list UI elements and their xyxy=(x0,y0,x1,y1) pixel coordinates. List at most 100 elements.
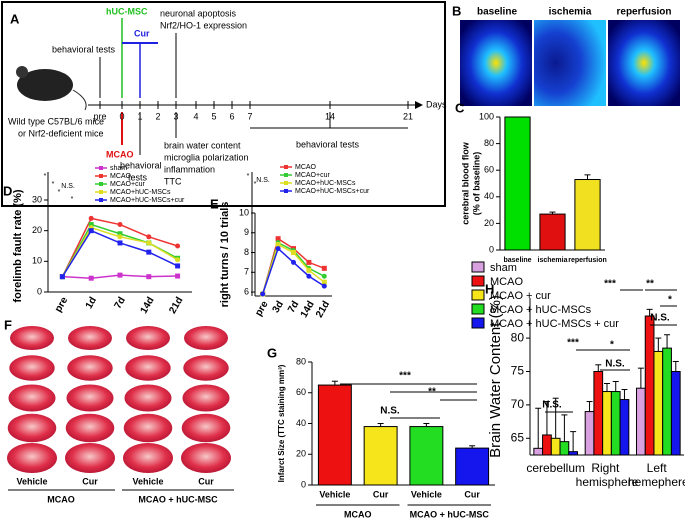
y-tick-label: 65 xyxy=(511,430,525,444)
bar xyxy=(504,116,531,251)
y-tick-label: 100 xyxy=(479,111,494,121)
bar xyxy=(636,387,646,456)
image-label: reperfusion xyxy=(616,7,671,18)
annotation: neuronal apoptosis xyxy=(160,8,237,18)
marker xyxy=(260,291,266,297)
legend-label: MCAO xyxy=(490,276,523,288)
bar xyxy=(653,350,664,456)
column-label: Cur xyxy=(82,476,98,486)
timeline-ticks: pre 0 1 2 3 4 5 6 7 14 21 xyxy=(93,101,413,121)
legend-label: MCAO+cur xyxy=(110,181,145,188)
annotation: hUC-MSC xyxy=(106,6,148,16)
group-label: MCAO + hUC-MSC xyxy=(410,509,490,519)
flow-image xyxy=(460,20,532,106)
bar xyxy=(542,434,552,456)
y-tick-label: 60 xyxy=(296,387,306,397)
marker xyxy=(306,273,312,279)
significance-label: * xyxy=(247,173,250,180)
legend-label: MCAO+cur xyxy=(295,172,330,179)
brain-slice xyxy=(65,413,115,443)
y-axis-label: cerebral blood flow xyxy=(460,141,470,225)
marker xyxy=(291,250,296,256)
legend-label: sham xyxy=(490,262,517,274)
annotation: Cur xyxy=(134,28,150,38)
marker xyxy=(88,228,94,234)
timeline-label: 5 xyxy=(211,111,216,121)
x-tick-label: ischemia xyxy=(538,257,568,264)
timeline-label: 14 xyxy=(325,111,335,121)
legend-swatch xyxy=(471,275,485,287)
legend-marker xyxy=(99,190,103,194)
y-tick-label: 9 xyxy=(244,227,249,237)
brain-slice xyxy=(123,443,173,473)
panel-label: D xyxy=(3,183,12,198)
mouse-ear xyxy=(16,66,28,78)
marker xyxy=(306,259,312,265)
panel-label: B xyxy=(452,3,461,18)
timeline-label: pre xyxy=(93,111,106,121)
legend-label: MCAO xyxy=(295,164,317,171)
marker xyxy=(117,234,123,240)
y-tick-label: 7 xyxy=(244,267,249,277)
x-tick-label: cerebellum xyxy=(526,461,585,475)
y-tick-label: 20 xyxy=(484,218,494,228)
significance-label: ** xyxy=(428,387,436,398)
brain-slice xyxy=(184,326,228,350)
bar xyxy=(533,447,544,456)
legend-label: MCAO+hUC-MSCs xyxy=(110,189,171,196)
legend-label: MCAO + cur xyxy=(490,290,551,302)
x-tick-label: Cur xyxy=(373,489,389,499)
marker xyxy=(175,263,181,269)
y-axis-label: (% of baseline) xyxy=(471,152,481,216)
days-label: Days xyxy=(426,99,447,109)
mouse-tail xyxy=(72,89,87,111)
marker xyxy=(321,279,327,285)
significance-label: N.S. xyxy=(256,177,270,184)
x-tick-label: Vehicle xyxy=(319,489,350,499)
mouse-icon xyxy=(17,69,73,101)
significance-label: * xyxy=(254,181,257,188)
significance-label: * xyxy=(52,181,55,188)
brain-slice xyxy=(7,443,57,473)
bar xyxy=(619,399,630,456)
marker xyxy=(117,272,123,278)
x-tick-label: 3d xyxy=(271,299,286,315)
brain-slice xyxy=(8,384,56,412)
significance-label: N.S. xyxy=(380,406,400,417)
y-tick-label: 8 xyxy=(244,247,249,257)
significance-label: ** xyxy=(646,279,654,290)
marker xyxy=(146,274,152,280)
brain-slice xyxy=(182,384,230,412)
marker xyxy=(291,259,296,265)
brain-slice xyxy=(181,413,231,443)
bar xyxy=(363,426,398,486)
column-label: Vehicle xyxy=(132,476,163,486)
y-tick-label: 0 xyxy=(301,479,306,489)
x-tick-label: 21d xyxy=(167,295,185,315)
bar xyxy=(455,447,490,486)
y-tick-label: 0 xyxy=(37,286,42,296)
bar xyxy=(644,315,655,456)
annotation: inflammation xyxy=(164,164,215,174)
annotation: behavioral xyxy=(120,160,162,170)
marker xyxy=(175,243,181,249)
timeline-label: 4 xyxy=(193,111,198,121)
legend-label: MCAO xyxy=(110,173,132,180)
x-tick-label: 7d xyxy=(113,295,128,311)
panel-label: E xyxy=(210,196,219,211)
bar xyxy=(539,213,566,251)
x-tick-label: 14d xyxy=(139,295,157,315)
x-tick-label: 1d xyxy=(84,295,99,311)
y-tick-label: 60 xyxy=(484,165,494,175)
bar xyxy=(602,391,612,456)
timeline-label: 6 xyxy=(229,111,234,121)
y-tick-label: 40 xyxy=(484,191,494,201)
x-tick-label: pre xyxy=(253,299,271,318)
timeline-label: 2 xyxy=(155,111,160,121)
y-tick-label: 80 xyxy=(296,356,306,366)
significance-label: * xyxy=(610,340,614,351)
significance-label: N.S. xyxy=(650,313,670,324)
bar xyxy=(550,437,561,456)
annotation: TTC xyxy=(164,176,182,186)
